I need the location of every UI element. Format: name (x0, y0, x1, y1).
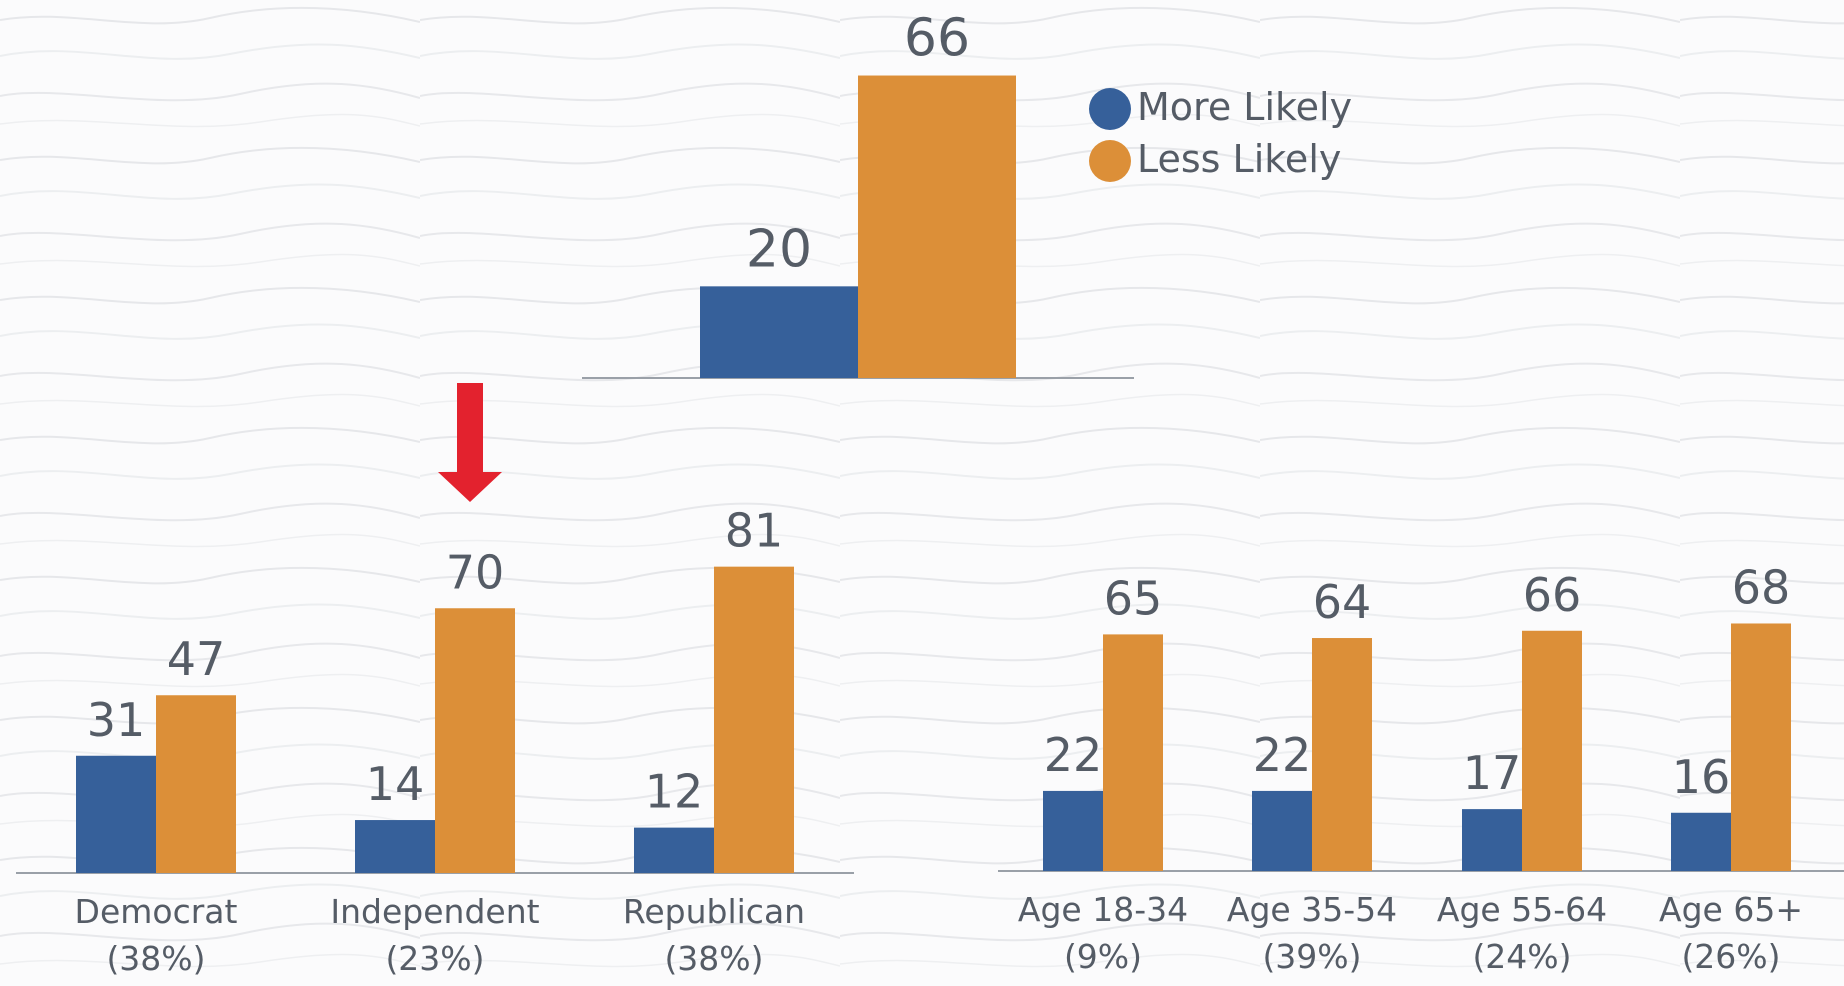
data-label-more-likely-age-65: 16 (1672, 750, 1731, 804)
bar-more-likely-republican (634, 827, 714, 873)
bar-more-likely-overall (700, 286, 858, 378)
bar-less-likely-independent (435, 608, 515, 873)
data-label-less-likely-overall: 66 (904, 9, 970, 69)
category-share-democrat: (38%) (106, 939, 205, 978)
category-label-age-35-54: Age 35-54 (1227, 890, 1397, 929)
bar-more-likely-age-55-64 (1462, 809, 1522, 871)
bar-more-likely-age-18-34 (1043, 790, 1103, 871)
data-label-less-likely-age-55-64: 66 (1523, 568, 1582, 622)
data-label-more-likely-democrat: 31 (87, 693, 146, 747)
data-label-more-likely-age-18-34: 22 (1044, 728, 1103, 782)
data-label-more-likely-overall: 20 (746, 219, 812, 279)
legend-marker-less-likely (1089, 140, 1131, 182)
bar-more-likely-independent (355, 820, 435, 873)
data-label-more-likely-republican: 12 (645, 765, 704, 819)
data-label-less-likely-age-35-54: 64 (1313, 575, 1372, 629)
legend-label-more-likely: More Likely (1137, 85, 1352, 129)
data-label-more-likely-independent: 14 (366, 757, 425, 811)
bar-less-likely-age-65 (1731, 623, 1791, 871)
category-label-age-55-64: Age 55-64 (1437, 890, 1607, 929)
bar-less-likely-age-55-64 (1522, 630, 1582, 871)
data-label-more-likely-age-55-64: 17 (1463, 746, 1522, 800)
bar-more-likely-democrat (76, 755, 156, 873)
category-share-age-18-34: (9%) (1064, 937, 1142, 976)
category-label-independent: Independent (330, 892, 539, 931)
legend-label-less-likely: Less Likely (1137, 137, 1341, 181)
category-label-age-18-34: Age 18-34 (1018, 890, 1188, 929)
legend: More Likely Less Likely (1089, 85, 1352, 182)
category-share-age-65: (26%) (1681, 937, 1780, 976)
down-arrow-icon (438, 383, 502, 502)
data-label-less-likely-independent: 70 (446, 545, 505, 599)
bar-more-likely-age-65 (1671, 812, 1731, 871)
category-share-age-55-64: (24%) (1472, 937, 1571, 976)
bar-less-likely-age-35-54 (1312, 638, 1372, 871)
data-label-less-likely-age-65: 68 (1732, 560, 1791, 614)
data-label-less-likely-age-18-34: 65 (1104, 571, 1163, 625)
category-share-age-35-54: (39%) (1262, 937, 1361, 976)
category-share-independent: (23%) (385, 939, 484, 978)
data-label-more-likely-age-35-54: 22 (1253, 728, 1312, 782)
category-label-republican: Republican (623, 892, 805, 931)
category-share-republican: (38%) (664, 939, 763, 978)
data-label-less-likely-democrat: 47 (167, 632, 226, 686)
party-chart: 31 47 Democrat (38%) 14 70 Independent (23%) 12 8… (16, 504, 854, 978)
bar-less-likely-republican (714, 566, 794, 873)
category-label-democrat: Democrat (75, 892, 238, 931)
category-label-age-65: Age 65+ (1659, 890, 1803, 929)
bar-less-likely-age-18-34 (1103, 634, 1163, 871)
bar-more-likely-age-35-54 (1252, 790, 1312, 871)
data-label-less-likely-republican: 81 (725, 504, 784, 558)
bar-less-likely-democrat (156, 695, 236, 873)
bar-less-likely-overall (858, 75, 1016, 378)
age-chart: 22 65 Age 18-34 (9%) 22 64 Age 35-54 (39%) 17 66 A… (998, 560, 1844, 976)
legend-marker-more-likely (1089, 88, 1131, 130)
